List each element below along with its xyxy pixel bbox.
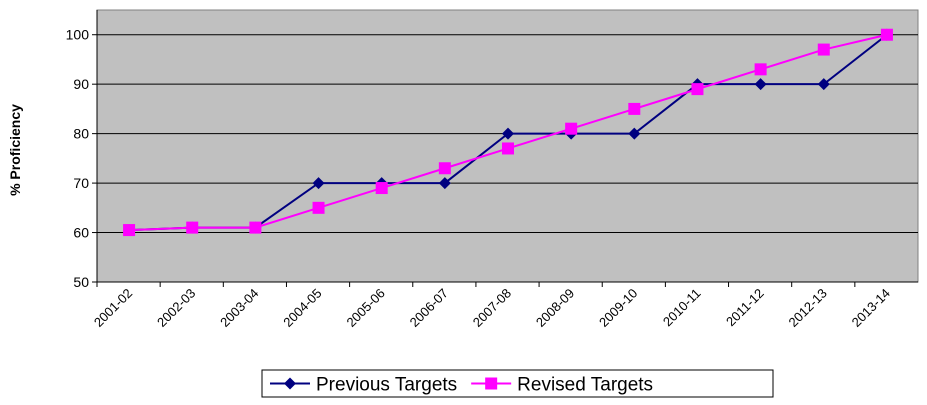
data-point [880,28,893,41]
data-point [312,177,325,190]
data-point [186,221,199,234]
y-tick-label: 70 [73,175,89,191]
x-tick-label: 2003-04 [217,286,261,330]
x-tick-label: 2013-14 [849,286,893,330]
data-point [312,201,325,214]
data-point [754,78,767,91]
x-tick-label: 2011-12 [723,286,767,330]
data-point [628,127,641,140]
legend-label: Previous Targets [316,375,457,396]
y-tick-label: 100 [66,27,90,43]
legend-marker [485,377,498,390]
data-point [565,122,578,135]
y-tick-label: 60 [73,225,89,241]
data-point [502,127,514,140]
data-point [628,102,641,115]
y-tick-label: 80 [73,126,89,142]
x-tick-label: 2006-07 [407,286,451,330]
legend-marker [284,377,296,390]
data-point [123,224,136,237]
legend-label: Revised Targets [517,375,653,396]
data-point [375,182,388,195]
data-point [754,63,767,76]
x-tick-label: 2012-13 [786,286,830,330]
x-tick-label: 2009-10 [596,286,640,330]
y-axis-label: % Proficiency [7,104,23,196]
legend-box [261,369,774,398]
legend: Previous Targets Revised Targets [261,369,774,398]
data-point [438,162,451,175]
x-tick-label: 2008-09 [533,286,577,330]
data-point [691,83,704,96]
y-tick-label: 50 [73,274,89,290]
x-tick-label: 2007-08 [470,286,514,330]
data-point [817,78,830,91]
x-tick-label: 2010-11 [660,286,704,330]
data-point [249,221,262,234]
x-tick-label: 2001-02 [91,286,135,330]
x-tick-label: 2004-05 [280,286,324,330]
data-point [502,142,514,155]
y-tick-label: 90 [73,76,89,92]
data-point [438,177,451,190]
x-tick-label: 2005-06 [343,286,387,330]
data-point [817,43,830,56]
x-tick-label: 2002-03 [154,286,198,330]
